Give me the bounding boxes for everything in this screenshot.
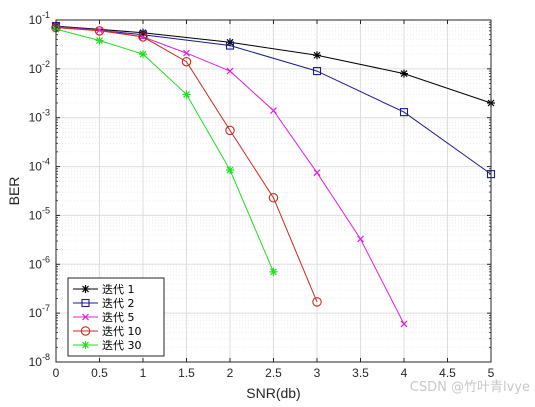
x-tick-label: 0.5 [91, 366, 108, 380]
y-tick-label: 10-6 [29, 254, 50, 271]
data-point-2-4 [312, 67, 322, 76]
y-tick-exponent: -3 [42, 108, 50, 118]
legend-marker [81, 298, 90, 308]
data-point-3-7 [313, 169, 321, 177]
data-point-1-5 [400, 69, 408, 78]
x-tick-label: 3.5 [352, 366, 369, 380]
data-point-5-6 [269, 267, 278, 276]
data-point-3-6 [270, 107, 277, 114]
y-tick-label: 10-5 [29, 205, 50, 222]
y-axis-label: BER [6, 177, 22, 206]
legend-item: 迭代 10 [73, 325, 142, 338]
y-tick-label: 10-4 [29, 157, 50, 174]
data-point-2-5 [399, 108, 409, 117]
legend-label: 迭代 2 [102, 297, 135, 310]
legend-item: 迭代 5 [73, 311, 135, 324]
x-tick-label: 2 [227, 366, 234, 380]
data-point-3-3 [139, 33, 147, 41]
legend-item: 迭代 1 [73, 283, 135, 296]
legend-label: 迭代 1 [102, 283, 135, 296]
y-tick-base: 10 [29, 355, 43, 369]
data-point-1-4 [313, 51, 321, 60]
data-point-5-3 [139, 50, 147, 59]
x-tick-label: 2.5 [265, 366, 282, 380]
y-tick-label: 10-7 [29, 303, 50, 320]
y-tick-label: 10-2 [29, 59, 50, 76]
y-tick-exponent: -2 [42, 59, 50, 69]
y-tick-label: 10-8 [29, 352, 50, 369]
y-tick-label: 10-3 [29, 108, 50, 125]
legend-marker [82, 313, 89, 321]
data-point-3-4 [183, 49, 190, 57]
y-tick-exponent: -1 [42, 10, 50, 20]
legend-label: 迭代 5 [102, 311, 135, 324]
data-point-2-3 [225, 41, 235, 50]
data-point-4-4 [181, 56, 192, 67]
legend-item: 迭代 30 [73, 339, 142, 352]
data-point-3-8 [357, 235, 364, 243]
y-tick-exponent: -8 [42, 352, 50, 362]
y-tick-base: 10 [29, 306, 43, 320]
x-tick-label: 0 [53, 366, 60, 380]
y-tick-base: 10 [29, 13, 43, 27]
legend-label: 迭代 10 [102, 325, 142, 338]
x-tick-label: 1.5 [178, 366, 195, 380]
x-tick-label: 4 [401, 366, 408, 380]
data-point-3-5 [226, 67, 234, 75]
data-point-4-2 [94, 26, 105, 36]
y-tick-base: 10 [29, 62, 43, 76]
legend-marker [81, 285, 90, 293]
data-point-4-5 [225, 125, 235, 136]
legend-marker [81, 341, 90, 349]
x-tick-label: 4.5 [439, 366, 456, 380]
data-point-5-4 [182, 90, 191, 99]
watermark: CSDN @竹叶青lvye [410, 380, 530, 395]
series-line-5 [55, 28, 274, 273]
y-tick-exponent: -6 [42, 254, 50, 264]
legend-marker [80, 326, 91, 336]
series-line-1 [55, 25, 492, 104]
x-axis-label: SNR(db) [246, 385, 300, 401]
data-point-4-7 [312, 297, 322, 307]
series-line-2 [55, 25, 492, 175]
y-tick-exponent: -4 [42, 157, 50, 167]
y-tick-label: 10-1 [29, 10, 50, 27]
y-tick-base: 10 [29, 257, 43, 271]
x-tick-label: 1 [140, 366, 147, 380]
y-tick-exponent: -7 [42, 303, 50, 313]
y-tick-base: 10 [29, 160, 43, 174]
x-tick-label: 3 [314, 366, 321, 380]
legend-item: 迭代 2 [73, 297, 135, 310]
data-point-3-9 [400, 320, 408, 328]
ticks: 0 0.5 1 1.5 2 2.5 3 3.5 4 4.5 510-810-710-610-510-… [29, 10, 495, 380]
data-point-3-2 [96, 26, 103, 34]
y-tick-base: 10 [29, 111, 43, 125]
data-point-5-5 [226, 166, 234, 175]
series-markers [51, 22, 496, 328]
legend-label: 迭代 30 [102, 339, 142, 352]
x-tick-label: 5 [488, 366, 495, 380]
data-point-5-2 [95, 36, 104, 45]
y-tick-exponent: -5 [42, 205, 50, 215]
data-point-4-3 [138, 32, 148, 42]
y-tick-base: 10 [29, 208, 43, 222]
data-point-4-6 [268, 193, 279, 203]
